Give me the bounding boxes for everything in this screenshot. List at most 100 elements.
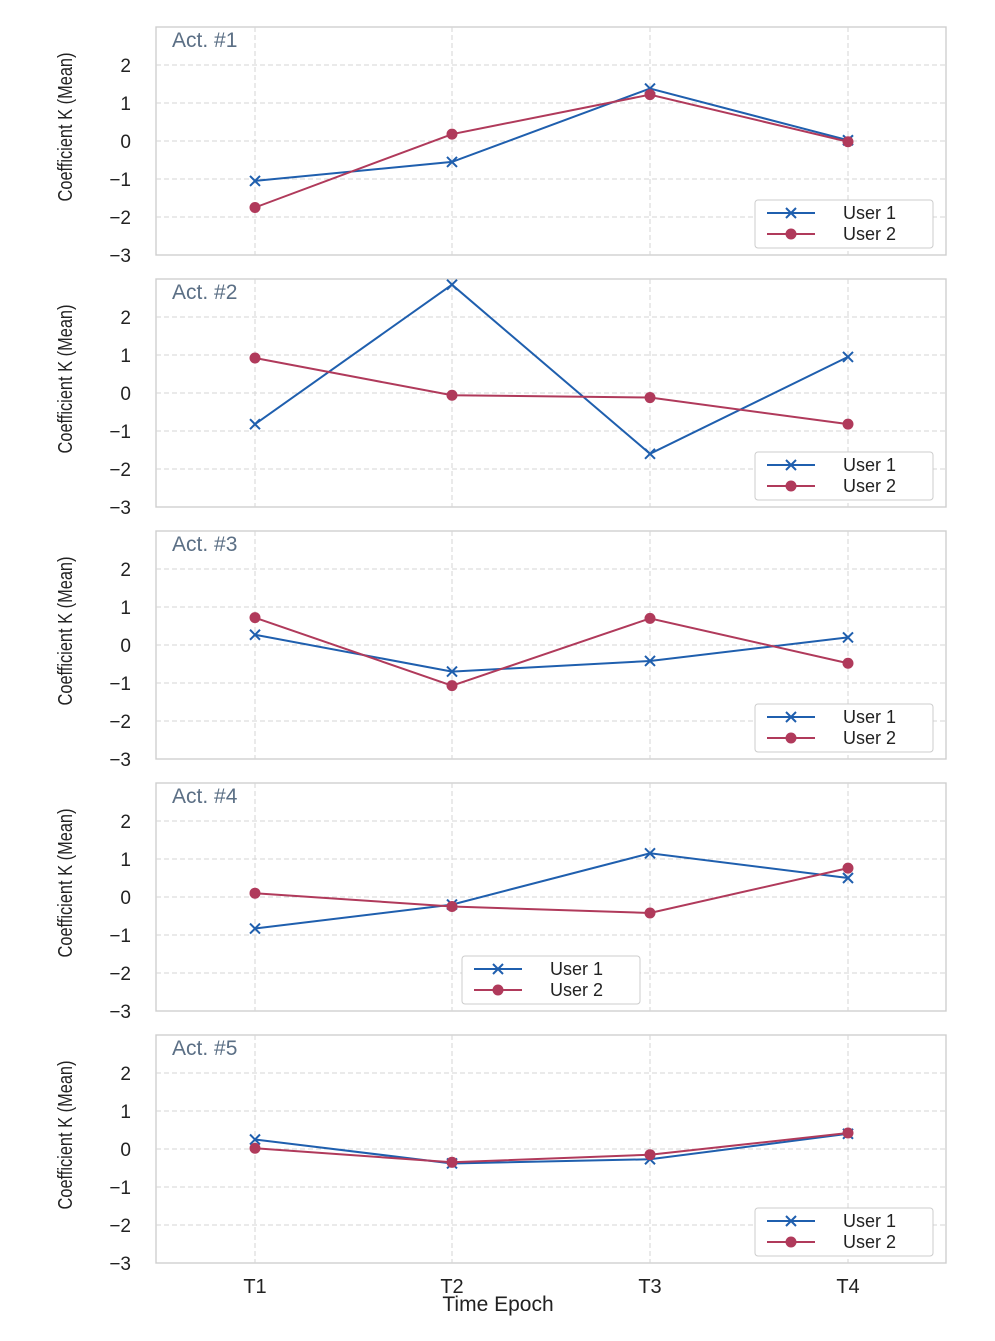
data-point-user-1: [249, 175, 261, 187]
panel-3: −3 −2 −1 0 1 2 Coefficient K (Mean) Act. #3 User…: [53, 530, 947, 771]
y-tick-label: 2: [120, 1064, 131, 1085]
x-axis-label: Time Epoch: [442, 1293, 553, 1316]
legend-marker-user-2: [785, 1236, 797, 1248]
panel-title: Act. #3: [172, 533, 237, 556]
legend-marker-user-1: [785, 459, 797, 471]
series-line-user-1: [254, 283, 849, 455]
series-line-user-1: [254, 633, 849, 673]
y-axis-label: Coefficient K (Mean): [53, 556, 76, 705]
panel-title: Act. #5: [172, 1037, 237, 1060]
data-point-user-1: [644, 847, 656, 860]
panel-title: Act. #2: [172, 281, 237, 304]
x-tick-label: T1: [243, 1276, 266, 1298]
data-point-user-1: [249, 629, 261, 641]
y-tick-label: −3: [109, 1002, 131, 1023]
legend-label-user-2: User 2: [550, 980, 603, 1000]
legend-marker-user-1: [785, 711, 797, 723]
data-point-user-2: [644, 392, 656, 404]
series-line-user-1: [254, 1132, 849, 1165]
y-tick-label: −1: [109, 170, 131, 191]
legend-marker-user-1: [785, 207, 797, 219]
data-point-user-2: [842, 1127, 854, 1139]
y-tick-label: 0: [120, 888, 131, 909]
data-point-user-2: [842, 657, 854, 669]
series-line-user-2: [254, 93, 849, 209]
data-point-user-2: [842, 136, 854, 148]
x-tick-label: T4: [836, 1276, 859, 1298]
data-point-user-2: [644, 89, 656, 101]
series-line-user-2: [254, 1132, 849, 1164]
y-tick-label: 2: [120, 560, 131, 581]
data-point-user-1: [446, 665, 458, 678]
panels: −3 −2 −1 0 1 2 Coefficient K (Mean) Act. #1 User…: [53, 26, 947, 1298]
y-tick-label: 1: [120, 1102, 131, 1123]
legend-label-user-2: User 2: [843, 728, 896, 748]
legend-marker-user-1: [492, 963, 504, 975]
data-point-user-1: [249, 1133, 261, 1146]
data-point-user-2: [249, 352, 261, 364]
data-point-user-1: [446, 156, 458, 168]
y-tick-label: 0: [120, 636, 131, 657]
panel-title: Act. #1: [172, 29, 237, 52]
y-tick-label: 0: [120, 1140, 131, 1161]
y-axis-label: Coefficient K (Mean): [53, 52, 76, 201]
panel-5: −3 −2 −1 0 1 2 Coefficient K (Mean) Act. #5 User…: [53, 1034, 947, 1298]
legend-marker-user-2: [785, 732, 797, 744]
data-point-user-2: [249, 202, 261, 213]
legend-marker-user-2: [492, 984, 504, 996]
y-tick-label: −2: [109, 460, 131, 481]
y-tick-label: −3: [109, 750, 131, 771]
legend-label-user-2: User 2: [843, 476, 896, 496]
legend-label-user-1: User 1: [843, 707, 896, 727]
legend-label-user-2: User 2: [843, 1232, 896, 1252]
x-tick-label: T2: [440, 1276, 463, 1298]
legend-label-user-1: User 1: [550, 959, 603, 979]
series-line-user-1: [254, 852, 849, 930]
series-line-user-2: [254, 616, 849, 687]
data-point-user-1: [446, 278, 458, 291]
data-point-user-1: [644, 448, 656, 460]
y-tick-label: 0: [120, 384, 131, 405]
y-axis-label: Coefficient K (Mean): [53, 1060, 76, 1209]
y-tick-label: 0: [120, 132, 131, 153]
data-point-user-2: [842, 862, 854, 874]
y-tick-label: 2: [120, 56, 131, 77]
data-point-user-2: [644, 612, 656, 624]
y-tick-label: −1: [109, 1178, 131, 1199]
data-point-user-2: [446, 680, 458, 692]
data-point-user-1: [249, 418, 261, 430]
y-axis-label: Coefficient K (Mean): [53, 304, 76, 453]
data-point-user-2: [446, 901, 458, 912]
y-tick-label: 1: [120, 346, 131, 367]
legend-label-user-1: User 1: [843, 455, 896, 475]
data-point-user-2: [249, 1142, 261, 1154]
y-tick-label: 1: [120, 598, 131, 619]
panel-title: Act. #4: [172, 785, 238, 808]
y-tick-label: −1: [109, 674, 131, 695]
data-point-user-2: [842, 418, 854, 430]
y-tick-label: −3: [109, 1254, 131, 1275]
y-tick-label: −3: [109, 246, 131, 267]
data-point-user-2: [446, 128, 458, 140]
legend-marker-user-1: [785, 1215, 797, 1227]
data-point-user-1: [842, 351, 854, 363]
y-tick-label: −2: [109, 712, 131, 733]
legend-label-user-1: User 1: [843, 1211, 896, 1231]
legend-label-user-1: User 1: [843, 203, 896, 223]
data-point-user-2: [644, 907, 656, 919]
data-point-user-2: [249, 887, 261, 899]
y-tick-label: −2: [109, 964, 131, 985]
y-tick-label: −1: [109, 926, 131, 947]
y-tick-label: 1: [120, 94, 131, 115]
series-line-user-2: [254, 867, 849, 914]
y-tick-label: −2: [109, 1216, 131, 1237]
panel-2: −3 −2 −1 0 1 2 Coefficient K (Mean) Act. #2 User…: [53, 278, 947, 519]
panel-4: −3 −2 −1 0 1 2 Coefficient K (Mean) Act. #4 User…: [53, 782, 947, 1023]
data-point-user-2: [644, 1149, 656, 1161]
